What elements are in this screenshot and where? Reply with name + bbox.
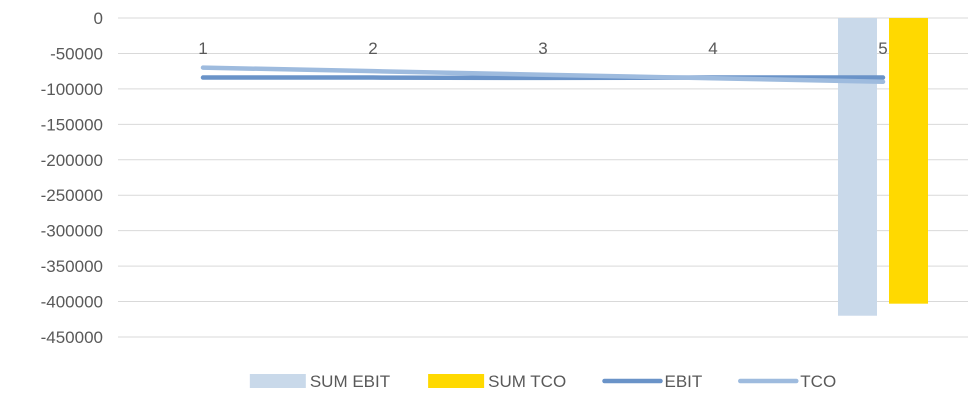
y-tick-label: -150000 — [41, 115, 103, 134]
x-axis-labels: 1 2 3 4 5 — [198, 39, 887, 58]
y-tick-label: -450000 — [41, 328, 103, 347]
x-tick-label: 5 — [878, 39, 887, 58]
y-tick-label: -400000 — [41, 293, 103, 312]
y-tick-label: -200000 — [41, 151, 103, 170]
legend-swatch — [249, 374, 306, 388]
legend-item: EBIT — [602, 372, 703, 391]
x-tick-label: 3 — [538, 39, 547, 58]
bars — [838, 18, 928, 316]
y-axis-labels: 0 -50000 -100000 -150000 -200000 -250000 -3000… — [41, 9, 103, 347]
series-line — [200, 65, 886, 85]
legend-label: TCO — [800, 372, 836, 391]
y-tick-label: -350000 — [41, 257, 103, 276]
legend: SUM EBIT SUM TCO EBIT TCO — [249, 372, 836, 391]
bar — [838, 18, 877, 316]
bar — [889, 18, 928, 304]
legend-label: EBIT — [665, 372, 703, 391]
x-tick-label: 2 — [368, 39, 377, 58]
x-tick-label: 1 — [198, 39, 207, 58]
legend-label: SUM EBIT — [310, 372, 390, 391]
legend-item: TCO — [738, 372, 836, 391]
gridlines — [118, 17, 968, 338]
y-tick-label: -250000 — [41, 186, 103, 205]
lines — [200, 65, 886, 85]
y-tick-label: 0 — [94, 9, 103, 28]
x-tick-label: 4 — [708, 39, 717, 58]
y-tick-label: -50000 — [50, 44, 103, 63]
legend-item: SUM TCO — [428, 372, 566, 391]
y-tick-label: -100000 — [41, 80, 103, 99]
legend-swatch — [428, 374, 485, 388]
legend-label: SUM TCO — [488, 372, 566, 391]
legend-item: SUM EBIT — [249, 372, 390, 391]
y-tick-label: -300000 — [41, 222, 103, 241]
